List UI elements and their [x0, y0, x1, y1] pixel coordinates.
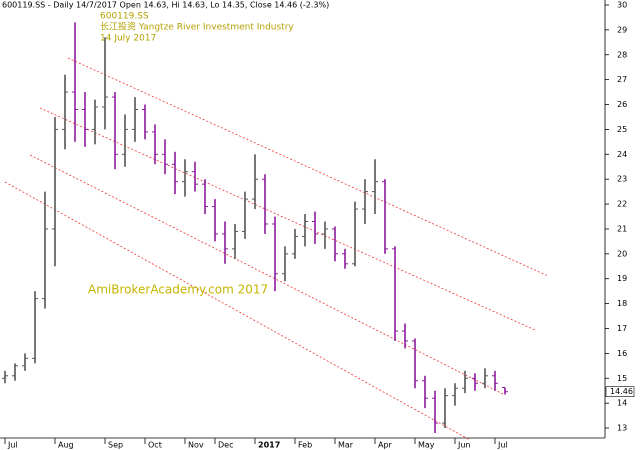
trend-line	[39, 107, 536, 331]
y-tick-label: 25	[617, 125, 627, 134]
y-tick-label: 16	[617, 349, 627, 358]
x-tick-label: Oct	[148, 441, 162, 450]
y-tick-label: 20	[617, 249, 627, 258]
x-tick-label: Feb	[298, 441, 312, 450]
trend-line	[4, 181, 471, 441]
x-tick-label: Jul	[497, 441, 508, 450]
y-tick-label: 19	[617, 274, 627, 283]
x-tick-label: Sep	[108, 441, 123, 450]
annotation: 14 July 2017	[100, 34, 156, 44]
y-tick-label: 15	[617, 374, 627, 383]
x-tick-label: Aug	[58, 441, 74, 450]
last-price-label: 14.46	[610, 387, 633, 396]
y-tick-label: 18	[617, 299, 627, 308]
x-tick-label: Nov	[188, 441, 204, 450]
x-tick-label: Jul	[7, 441, 18, 450]
x-tick-label: 2017	[258, 441, 280, 450]
y-tick-label: 28	[617, 50, 627, 59]
y-tick-label: 23	[617, 175, 627, 184]
x-tick-label: Mar	[338, 441, 354, 450]
y-tick-label: 21	[617, 224, 627, 233]
annotation: 长江投资 Yangtze River Investment Industry	[100, 21, 294, 33]
x-tick-label: Apr	[378, 441, 393, 450]
y-tick-label: 13	[617, 424, 627, 433]
y-tick-label: 29	[617, 25, 627, 34]
x-tick-label: Jun	[457, 441, 471, 450]
y-tick-label: 27	[617, 75, 627, 84]
trend-line	[29, 154, 506, 396]
chart-title: 600119.SS - Daily 14/7/2017 Open 14.63, …	[2, 1, 329, 10]
last-price-box	[605, 386, 635, 398]
y-tick-label: 22	[617, 200, 627, 209]
y-tick-label: 17	[617, 324, 627, 333]
x-tick-label: May	[418, 441, 435, 450]
y-tick-label: 24	[617, 150, 627, 159]
y-tick-label: 30	[617, 0, 627, 9]
x-tick-label: Dec	[218, 441, 233, 450]
y-tick-label: 14	[617, 399, 627, 408]
y-tick-label: 26	[617, 100, 627, 109]
annotation: 600119.SS	[100, 12, 149, 22]
watermark: AmiBrokerAcademy.com 2017	[88, 283, 268, 297]
